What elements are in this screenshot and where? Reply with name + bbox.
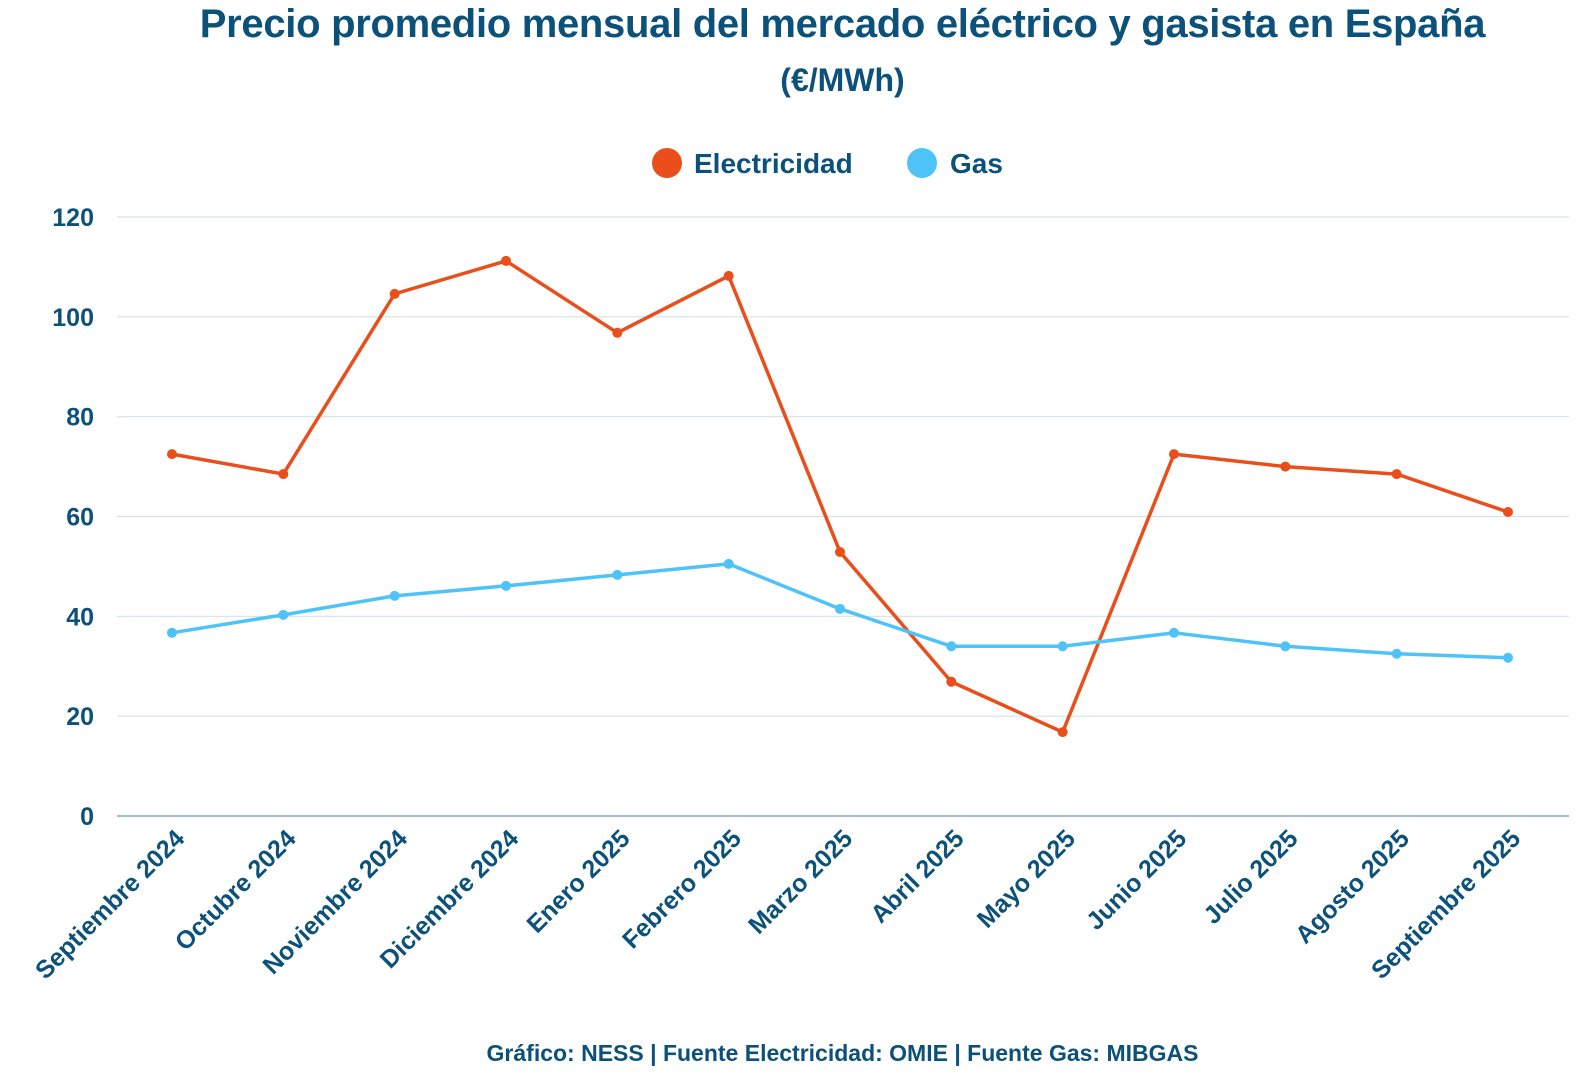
data-point[interactable] bbox=[612, 327, 623, 338]
y-tick-label: 100 bbox=[52, 304, 94, 332]
x-tick-label: Septiembre 2024 bbox=[30, 824, 190, 984]
data-point[interactable] bbox=[723, 558, 734, 569]
y-tick-label: 0 bbox=[80, 803, 94, 831]
data-point[interactable] bbox=[835, 546, 845, 557]
y-tick-label: 60 bbox=[66, 504, 94, 532]
x-tick-label: Marzo 2025 bbox=[743, 824, 858, 939]
data-point[interactable] bbox=[1391, 469, 1402, 480]
legend-marker-icon bbox=[907, 148, 937, 178]
line-chart: Electricidad Gas 0 20 40 60 80 100 120 Septiemb… bbox=[30, 148, 1569, 985]
y-tick-label: 20 bbox=[66, 703, 94, 731]
data-point[interactable] bbox=[1169, 449, 1179, 460]
data-point[interactable] bbox=[1169, 627, 1179, 638]
legend-marker-icon bbox=[652, 148, 682, 178]
y-tick-label: 40 bbox=[66, 603, 94, 631]
source-footer: Gráfico: NESS | Fuente Electricidad: OMI… bbox=[486, 1040, 1199, 1066]
data-point[interactable] bbox=[946, 641, 957, 652]
data-point[interactable] bbox=[501, 580, 511, 591]
chart-subtitle: (€/MWh) bbox=[780, 62, 905, 98]
data-point[interactable] bbox=[389, 288, 400, 299]
series-group bbox=[167, 255, 1513, 738]
data-point[interactable] bbox=[946, 676, 957, 687]
legend-item-gas[interactable]: Gas bbox=[907, 148, 1003, 179]
chart-title: Precio promedio mensual del mercado eléc… bbox=[199, 2, 1486, 46]
data-point[interactable] bbox=[1280, 461, 1291, 472]
data-point[interactable] bbox=[1280, 641, 1291, 652]
x-tick-label: Enero 2025 bbox=[521, 824, 635, 938]
x-tick-label: Julio 2025 bbox=[1198, 824, 1303, 929]
data-point[interactable] bbox=[612, 569, 623, 580]
legend-item-electricidad[interactable]: Electricidad bbox=[652, 148, 853, 179]
y-tick-label: 120 bbox=[52, 204, 94, 232]
data-point[interactable] bbox=[389, 590, 400, 601]
legend-label: Gas bbox=[950, 148, 1003, 179]
data-point[interactable] bbox=[278, 609, 289, 620]
series-electricidad bbox=[167, 255, 1513, 738]
x-tick-label: Febrero 2025 bbox=[617, 824, 747, 954]
data-point[interactable] bbox=[723, 270, 734, 281]
data-point[interactable] bbox=[835, 603, 845, 614]
series-gas bbox=[167, 558, 1513, 663]
data-point[interactable] bbox=[1057, 641, 1068, 652]
data-point[interactable] bbox=[167, 449, 177, 460]
data-point[interactable] bbox=[1503, 652, 1513, 663]
data-point[interactable] bbox=[501, 255, 511, 266]
x-tick-label: Junio 2025 bbox=[1081, 824, 1192, 935]
y-axis: 0 20 40 60 80 100 120 bbox=[52, 204, 94, 831]
data-point[interactable] bbox=[1503, 507, 1513, 518]
data-point[interactable] bbox=[1057, 727, 1068, 738]
x-tick-label: Agosto 2025 bbox=[1290, 824, 1415, 949]
x-tick-label: Abril 2025 bbox=[865, 824, 969, 928]
data-point[interactable] bbox=[1391, 648, 1402, 659]
data-point[interactable] bbox=[278, 469, 289, 480]
y-tick-label: 80 bbox=[66, 404, 94, 432]
x-tick-label: Mayo 2025 bbox=[972, 824, 1081, 933]
legend: Electricidad Gas bbox=[652, 148, 1003, 179]
series-line bbox=[171, 259, 1509, 734]
gridlines bbox=[117, 216, 1569, 817]
legend-label: Electricidad bbox=[694, 148, 853, 179]
data-point[interactable] bbox=[167, 627, 177, 638]
